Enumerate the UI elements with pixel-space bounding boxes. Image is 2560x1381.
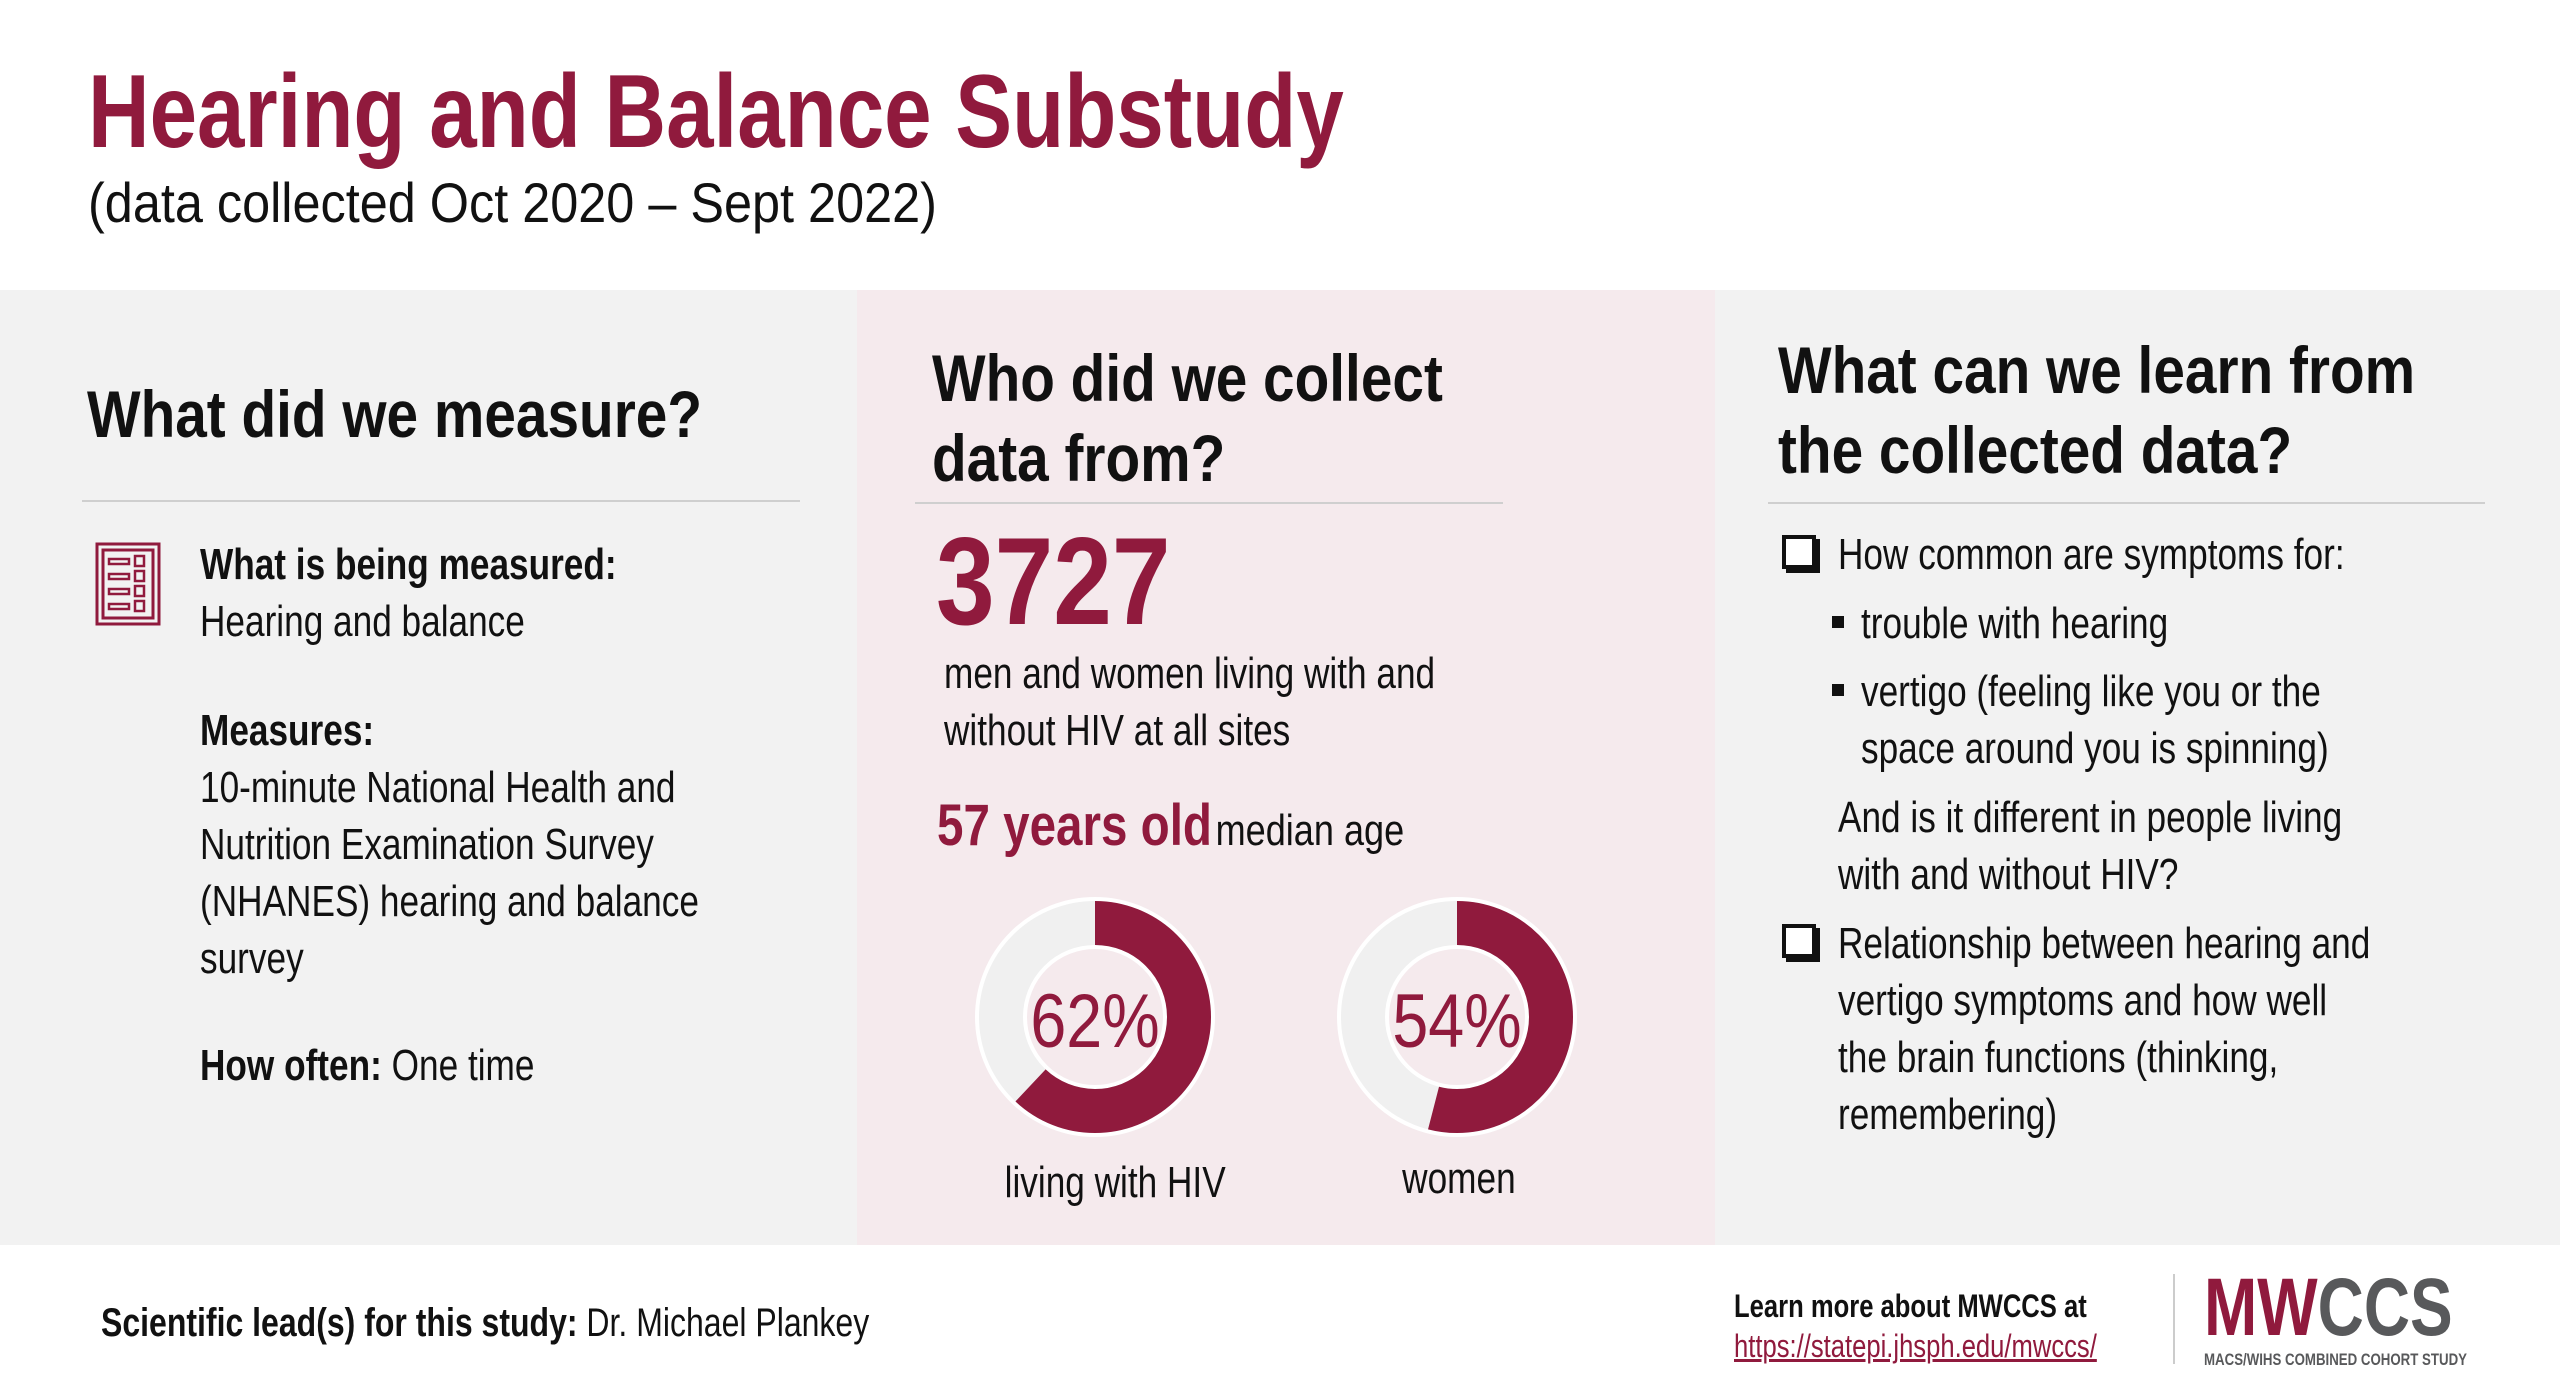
measures-label: Measures: <box>200 706 375 755</box>
checkbox-icon <box>1782 535 1816 569</box>
checklist-icon <box>95 542 161 626</box>
age-label: median age <box>1215 806 1405 855</box>
what-label: What is being measured: <box>200 540 617 589</box>
donut-caption-women: women <box>1401 1154 1516 1203</box>
donut-1: 54% <box>1337 897 1577 1137</box>
scientific-lead: Scientific lead(s) for this study: Dr. M… <box>101 1301 870 1345</box>
how-often: How often: One time <box>200 1041 535 1090</box>
donut-0: 62% <box>975 897 1215 1137</box>
footer-divider <box>2173 1274 2175 1364</box>
bullet-icon <box>1832 616 1844 628</box>
count-description: men and women living with and without HI… <box>944 649 1436 755</box>
divider <box>915 502 1503 504</box>
age-value: 57 years old <box>937 793 1212 858</box>
page-title: Hearing and Balance Substudy <box>88 54 1344 170</box>
divider <box>82 500 800 502</box>
donut-charts: 62% 54% <box>975 897 1577 1137</box>
page-subtitle: (data collected Oct 2020 – Sept 2022) <box>88 171 937 234</box>
donut-caption-hiv: living with HIV <box>1004 1158 1226 1207</box>
donut-percent-label: 54% <box>1392 978 1521 1063</box>
measures-line: (NHANES) hearing and balance <box>200 877 699 926</box>
learn-followup: And is it different in people living wit… <box>1838 793 2343 899</box>
measures-line: Nutrition Examination Survey <box>200 820 654 869</box>
measure-panel: What did we measure? What is being measu… <box>0 290 857 1245</box>
checkbox-icon <box>1782 924 1816 958</box>
donut-value-arc <box>979 901 1211 1133</box>
median-age: 57 years old median age <box>937 792 1507 859</box>
learn-item-2: Relationship between hearing and vertigo… <box>1838 919 2371 1139</box>
mwccs-logo: MWCCS MACS/WIHS COMBINED COHORT STUDY <box>2204 1262 2467 1370</box>
participant-count: 3727 <box>936 513 1171 651</box>
who-heading: Who did we collect data from? <box>932 341 1443 495</box>
learn-more: Learn more about MWCCS at https://statep… <box>1734 1288 2097 1364</box>
learn-panel: What can we learn from the collected dat… <box>1715 290 2560 1245</box>
mwccs-link[interactable]: https://statepi.jhsph.edu/mwccs/ <box>1734 1328 2097 1364</box>
donut-percent-label: 62% <box>1030 978 1159 1063</box>
learn-bullet-1: trouble with hearing <box>1861 599 2169 648</box>
measures-line: survey <box>200 934 304 983</box>
measure-details: What is being measured: Hearing and bala… <box>200 536 824 1094</box>
what-value: Hearing and balance <box>200 597 525 646</box>
learn-item-1: How common are symptoms for: <box>1838 530 2345 579</box>
who-panel: Who did we collect data from? 3727 men a… <box>857 290 1715 1245</box>
measures-line: 10-minute National Health and <box>200 763 676 812</box>
measure-heading: What did we measure? <box>87 377 703 451</box>
learn-bullet-2: vertigo (feeling like you or the space a… <box>1861 667 2329 773</box>
donut-value-arc <box>1341 901 1573 1133</box>
learn-heading: What can we learn from the collected dat… <box>1778 333 2416 487</box>
bullet-icon <box>1832 684 1844 696</box>
divider <box>1768 502 2485 504</box>
